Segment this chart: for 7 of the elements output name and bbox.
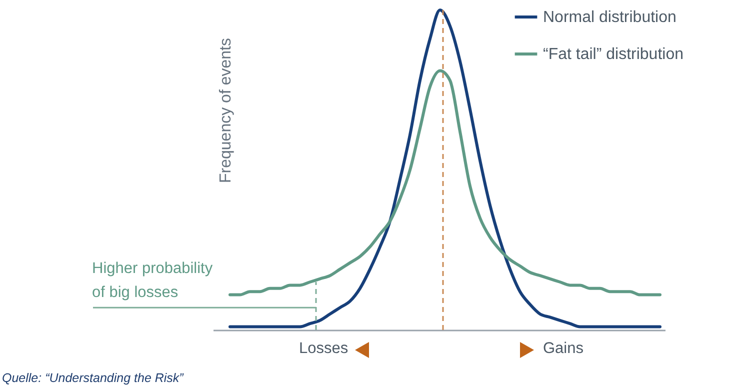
y-axis-title: Frequency of events — [218, 38, 234, 183]
legend-label: Normal distribution — [543, 9, 676, 26]
text: Gains — [543, 340, 584, 358]
text: Higher probability of big losses — [92, 259, 214, 303]
legend-label: “Fat tail” distribution — [543, 46, 684, 63]
source-note: Quelle: “Understanding the Risk” — [2, 371, 184, 385]
text: Losses — [299, 340, 348, 358]
